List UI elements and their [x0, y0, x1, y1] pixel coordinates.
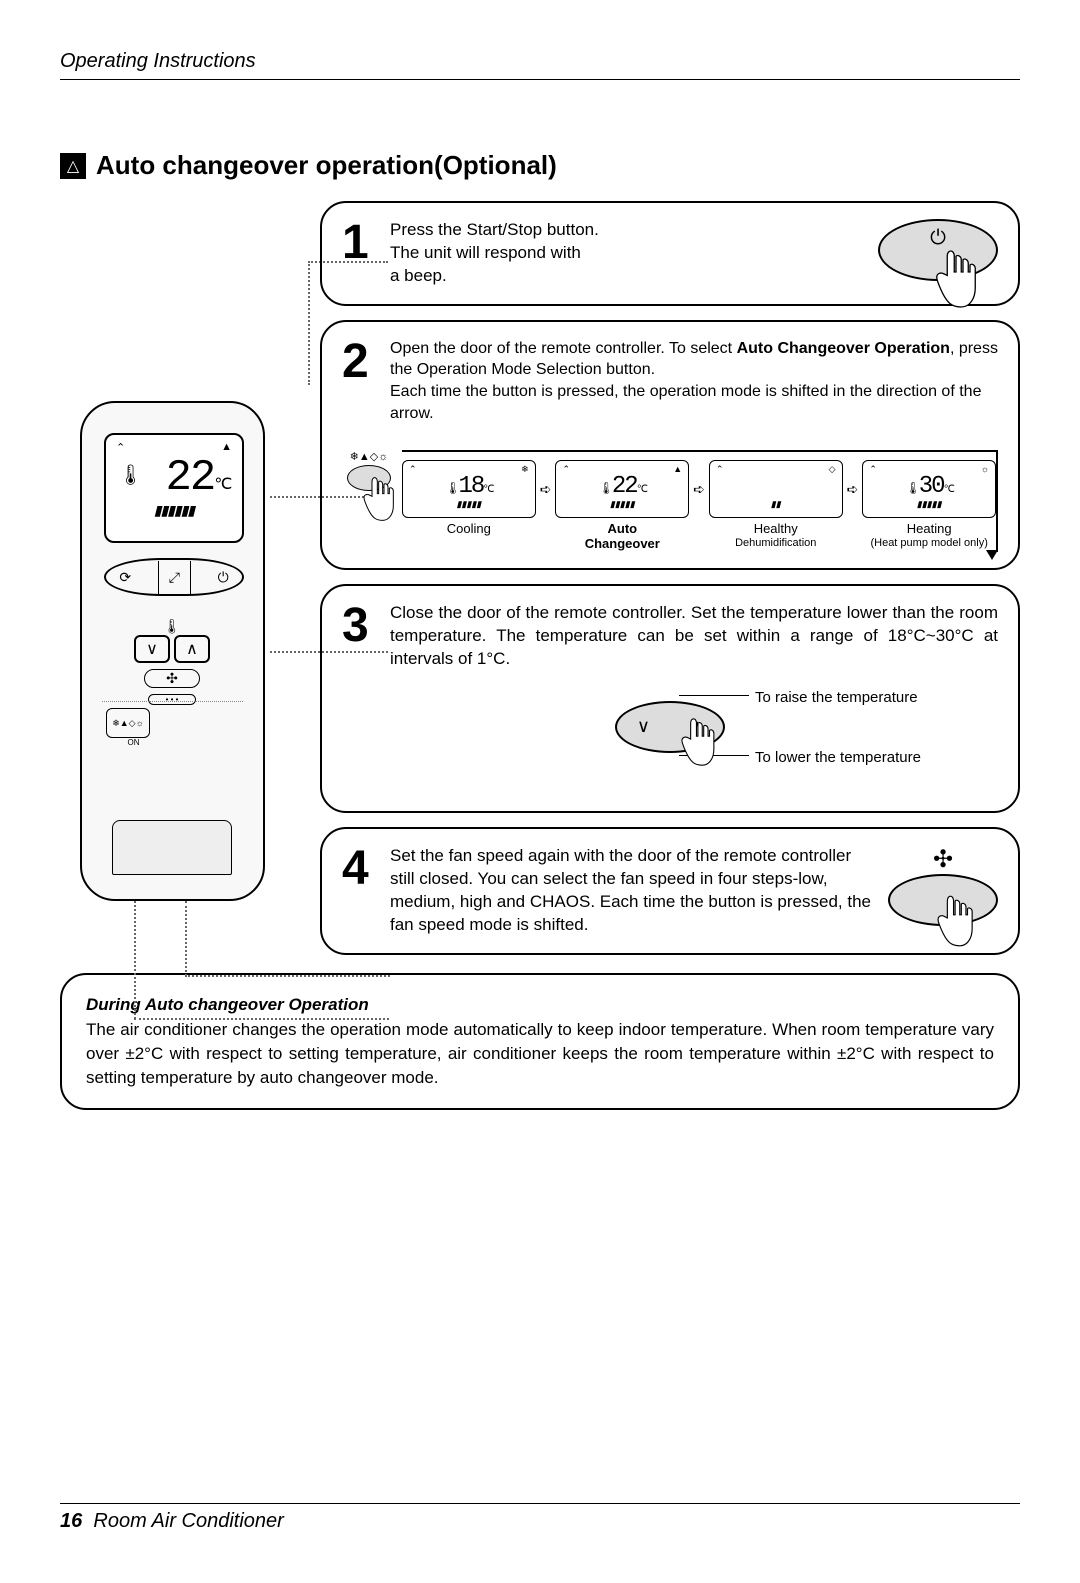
temp-btn-group: 🌡 ∨ ∧ ✣ • • •: [122, 618, 222, 698]
note-body: The air conditioner changes the operatio…: [86, 1018, 994, 1089]
footer-label: Room Air Conditioner: [93, 1510, 283, 1532]
step-4: 4 Set the fan speed again with the door …: [320, 827, 1020, 955]
on-label: ON: [106, 738, 161, 747]
mode-diagram: ❄▲◇☼ ⌃❄🌡18℃▮▮▮▮▮Cooling➪⌃▲🌡22℃▮▮▮▮▮AutoC…: [342, 450, 998, 552]
temp-adjust-diagram: ∨ ∧ To raise the temperature To lower th…: [342, 701, 998, 753]
auto-icon: △: [60, 153, 86, 179]
temp-down-icon: ∨: [637, 716, 650, 737]
step-text: Press the Start/Stop button. The unit wi…: [390, 219, 864, 288]
mode-block: ⌃▲🌡22℃▮▮▮▮▮ AutoChangeover: [555, 460, 689, 552]
mode-block: ⌃☼🌡30℃▮▮▮▮▮ Heating(Heat pump model only): [862, 460, 996, 549]
hand-icon: [925, 244, 980, 314]
footer: 16 Room Air Conditioner: [60, 1503, 1020, 1533]
step-number: 3: [342, 602, 376, 671]
power-icon: ⏻: [218, 569, 229, 586]
remote-divider: [102, 701, 243, 702]
raise-label: To raise the temperature: [755, 689, 918, 706]
header-section: Operating Instructions: [60, 50, 1020, 80]
extra-button: • • •: [148, 694, 196, 705]
mode-select-button: ❄▲◇☼: [106, 708, 150, 738]
hand-icon: [928, 890, 976, 952]
temp-unit: ℃: [214, 476, 230, 494]
lower-label: To lower the temperature: [755, 749, 921, 766]
mode-icon: ▲: [221, 441, 232, 454]
note-box: During Auto changeover Operation The air…: [60, 973, 1020, 1110]
thermometer-icon: 🌡: [163, 618, 181, 635]
step-text: Open the door of the remote controller. …: [390, 338, 998, 424]
temp-oval-button: ∨ ∧: [615, 701, 725, 753]
steps-column: 1 Press the Start/Stop button. The unit …: [320, 201, 1020, 955]
mode-sublabel: Changeover: [555, 537, 689, 552]
hand-icon: [673, 713, 717, 771]
mode-sublabel: (Heat pump model only): [862, 537, 996, 549]
swing-icon: ⟳: [119, 569, 131, 586]
temp-up-button: ∧: [174, 635, 210, 663]
arrow-right-icon: ➪: [847, 460, 859, 518]
mode-label: Heating: [862, 522, 996, 537]
step-number: 1: [342, 219, 376, 288]
step-number: 4: [342, 845, 376, 937]
top-button-row: ⟳ ⤢ ⏻: [104, 558, 244, 596]
step-text: Close the door of the remote controller.…: [390, 602, 998, 671]
mini-lcd: ⌃☼🌡30℃▮▮▮▮▮: [862, 460, 996, 518]
step-2: 2 Open the door of the remote controller…: [320, 320, 1020, 570]
thermometer-icon: 🌡: [118, 465, 141, 488]
mode-sublabel: Dehumidification: [709, 537, 843, 549]
fan-bars: ▮▮▮▮▮▮: [112, 502, 236, 519]
mode-button-area: ❄▲◇☼ ON: [106, 708, 161, 752]
title-row: △ Auto changeover operation(Optional): [60, 150, 1020, 181]
remote-controller: ⌃ ▲ 🌡 22℃ ▮▮▮▮▮▮ ⟳ ⤢ ⏻ 🌡 ∨ ∧: [80, 401, 265, 901]
arrow-right-icon: ➪: [693, 460, 705, 518]
mode-label: Healthy: [709, 522, 843, 537]
step-text: Set the fan speed again with the door of…: [390, 845, 874, 937]
signal-icon: ⌃: [116, 441, 125, 454]
step-1: 1 Press the Start/Stop button. The unit …: [320, 201, 1020, 306]
fan-button-illustration: [888, 874, 998, 926]
mode-block: ⌃◇▮▮ HealthyDehumidification: [709, 460, 843, 549]
mode-label: Cooling: [402, 522, 536, 537]
hand-icon: [356, 472, 396, 526]
step-number: 2: [342, 338, 376, 424]
arrow-right-icon: ➪: [540, 460, 552, 518]
note-title: During Auto changeover Operation: [86, 993, 994, 1017]
mini-lcd: ⌃▲🌡22℃▮▮▮▮▮: [555, 460, 689, 518]
remote-column: ⌃ ▲ 🌡 22℃ ▮▮▮▮▮▮ ⟳ ⤢ ⏻ 🌡 ∨ ∧: [60, 201, 320, 955]
page-title: Auto changeover operation(Optional): [96, 150, 557, 181]
step-3: 3 Close the door of the remote controlle…: [320, 584, 1020, 813]
page-number: 16: [60, 1510, 82, 1532]
mode-block: ⌃❄🌡18℃▮▮▮▮▮ Cooling: [402, 460, 536, 537]
fan-button: ✣: [144, 669, 200, 688]
temp-value: 22: [166, 453, 215, 503]
fan-icon: ✣: [888, 845, 998, 874]
power-button-illustration: ⏻: [878, 219, 998, 281]
step-4-image: ✣: [888, 845, 998, 937]
step-1-image: ⏻: [878, 219, 998, 288]
mini-lcd: ⌃❄🌡18℃▮▮▮▮▮: [402, 460, 536, 518]
remote-lcd: ⌃ ▲ 🌡 22℃ ▮▮▮▮▮▮: [104, 433, 244, 543]
temp-down-button: ∨: [134, 635, 170, 663]
vane-icon: ⤢: [158, 561, 191, 594]
mode-label: Auto: [555, 522, 689, 537]
remote-door: [112, 820, 232, 875]
mini-lcd: ⌃◇▮▮: [709, 460, 843, 518]
mode-button-press: ❄▲◇☼: [342, 450, 396, 493]
